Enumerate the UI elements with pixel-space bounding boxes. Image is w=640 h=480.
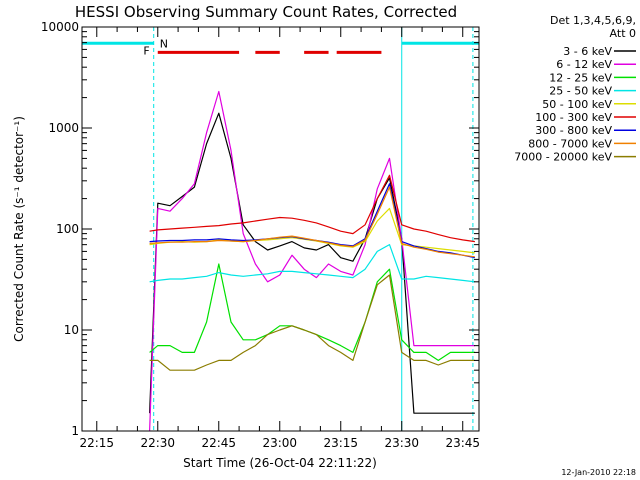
x-tick-label: 23:45 [445, 436, 480, 450]
series-line-5 [149, 174, 475, 243]
y-tick-label: 10 [64, 323, 79, 337]
x-tick-label: 22:15 [79, 436, 114, 450]
x-tick-label: 22:45 [201, 436, 236, 450]
x-tick-label: 23:00 [262, 436, 297, 450]
y-axis-title: Corrected Count Rate (s⁻¹ detector⁻¹) [12, 116, 26, 342]
y-tick-label: 100 [56, 222, 79, 236]
x-tick-label: 22:30 [140, 436, 175, 450]
night-flag-label: N [160, 37, 168, 50]
flare-flag-label: F [143, 44, 149, 57]
y-tick-label: 1 [71, 424, 79, 438]
y-tick-label: 10000 [41, 20, 79, 34]
legend-entry-label: 300 - 800 keV [535, 124, 612, 137]
legend-entry-label: 6 - 12 keV [556, 58, 612, 71]
timestamp: 12-Jan-2010 22:18 [561, 468, 636, 477]
chart-title: HESSI Observing Summary Count Rates, Cor… [75, 3, 457, 21]
y-tick-label: 1000 [48, 121, 79, 135]
series-line-3 [149, 244, 475, 283]
legend-header-detectors: Det 1,3,4,5,6,9, [550, 14, 636, 27]
legend-entry-label: 25 - 50 keV [549, 85, 612, 98]
legend-entry-label: 50 - 100 keV [542, 98, 612, 111]
y-axis: 1 10 100 1000 10000 [41, 20, 479, 438]
series-lines [149, 90, 476, 431]
legend-entry-label: 100 - 300 keV [535, 111, 612, 124]
x-axis: 22:15 22:30 22:45 23:00 23:15 23:30 23:45 [79, 27, 480, 450]
series-line-7 [149, 186, 475, 258]
series-line-8 [149, 274, 475, 371]
legend-entry-label: 3 - 6 keV [563, 45, 612, 58]
flag-bars: FN [82, 27, 479, 431]
series-line-0 [149, 112, 475, 414]
legend-entry-label: 800 - 7000 keV [528, 137, 612, 150]
x-tick-label: 23:15 [323, 436, 358, 450]
legend-entry-label: 7000 - 20000 keV [514, 151, 612, 164]
x-axis-title: Start Time (26-Oct-04 22:11:22) [183, 456, 377, 470]
x-tick-label: 23:30 [384, 436, 419, 450]
legend-header-attenuator: Att 0 [610, 27, 636, 40]
legend-entry-label: 12 - 25 keV [549, 71, 612, 84]
